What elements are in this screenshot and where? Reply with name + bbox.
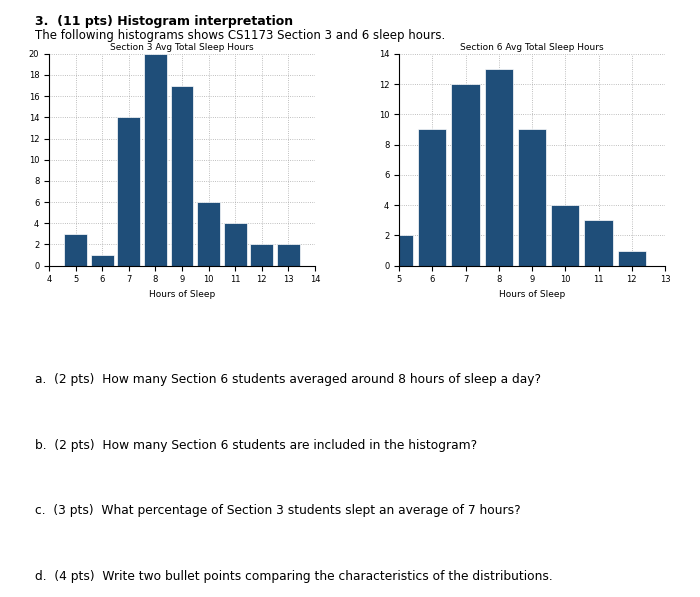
Bar [385, 235, 413, 266]
Text: a.  (2 pts)  How many Section 6 students averaged around 8 hours of sleep a day?: a. (2 pts) How many Section 6 students a… [35, 373, 541, 386]
Text: d.  (4 pts)  Write two bullet points comparing the characteristics of the distri: d. (4 pts) Write two bullet points compa… [35, 570, 553, 583]
X-axis label: Hours of Sleep: Hours of Sleep [149, 290, 215, 299]
Text: The following histograms shows CS1173 Section 3 and 6 sleep hours.: The following histograms shows CS1173 Se… [35, 29, 445, 42]
Bar [224, 223, 246, 266]
Bar [118, 117, 140, 266]
Bar [617, 251, 646, 266]
Bar [171, 85, 193, 266]
Bar [144, 54, 167, 266]
Bar [197, 202, 220, 266]
Bar [418, 130, 447, 266]
Bar [251, 245, 273, 266]
Title: Section 6 Avg Total Sleep Hours: Section 6 Avg Total Sleep Hours [460, 42, 604, 51]
Text: 3.  (11 pts) Histogram interpretation: 3. (11 pts) Histogram interpretation [35, 15, 293, 28]
X-axis label: Hours of Sleep: Hours of Sleep [499, 290, 565, 299]
Text: b.  (2 pts)  How many Section 6 students are included in the histogram?: b. (2 pts) How many Section 6 students a… [35, 439, 477, 452]
Bar [452, 84, 480, 266]
Bar [91, 255, 113, 266]
Bar [551, 205, 580, 266]
Bar [484, 69, 513, 266]
Title: Section 3 Avg Total Sleep Hours: Section 3 Avg Total Sleep Hours [110, 42, 254, 51]
Bar [518, 130, 546, 266]
Bar [64, 234, 87, 266]
Bar [277, 245, 300, 266]
Text: c.  (3 pts)  What percentage of Section 3 students slept an average of 7 hours?: c. (3 pts) What percentage of Section 3 … [35, 504, 521, 518]
Bar [584, 220, 612, 266]
